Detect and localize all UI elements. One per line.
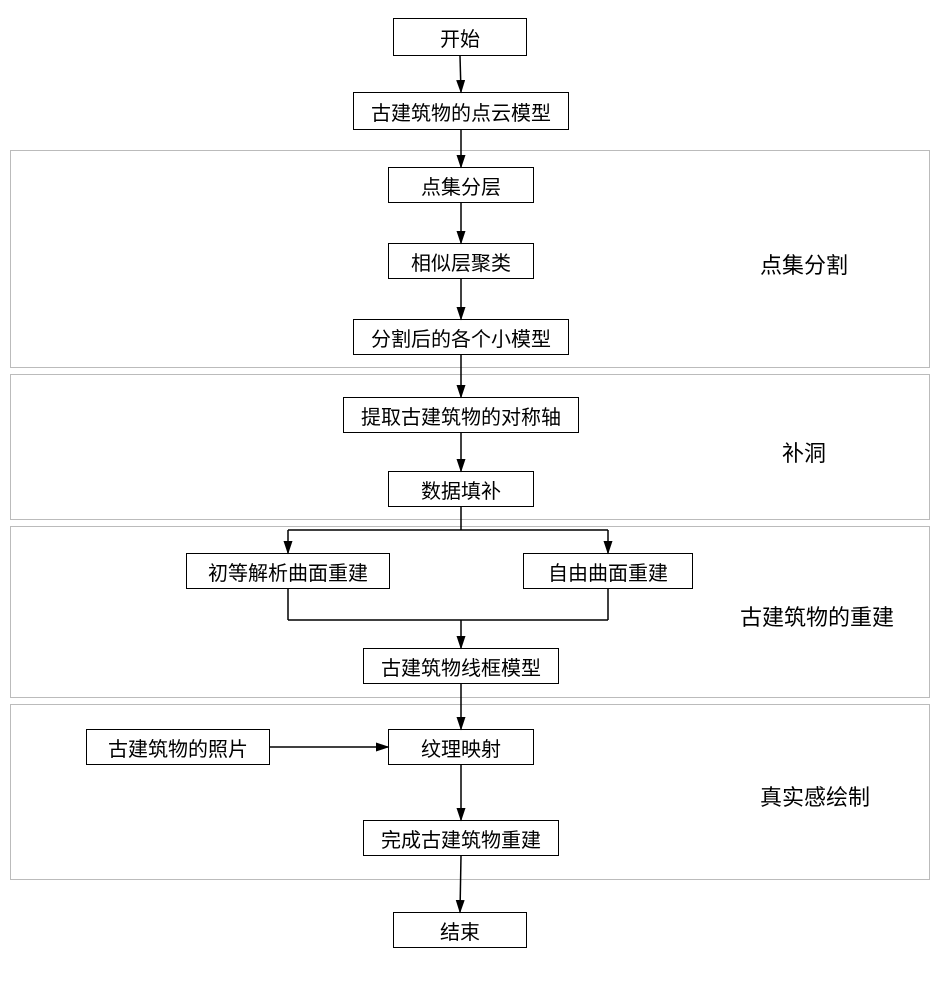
node-clustering: 相似层聚类 — [388, 243, 534, 279]
section-render-label: 真实感绘制 — [760, 780, 870, 812]
node-symaxis: 提取古建筑物的对称轴 — [343, 397, 579, 433]
node-wireframe: 古建筑物线框模型 — [363, 648, 559, 684]
node-texmap: 纹理映射 — [388, 729, 534, 765]
node-start: 开始 — [393, 18, 527, 56]
node-datafill: 数据填补 — [388, 471, 534, 507]
section-seg-label: 点集分割 — [760, 248, 848, 280]
flowchart-canvas: 点集分割 补洞 古建筑物的重建 真实感绘制 开始 古建筑物的点云模型 点集分层 … — [0, 0, 942, 1000]
node-complete: 完成古建筑物重建 — [363, 820, 559, 856]
node-pointcloud: 古建筑物的点云模型 — [353, 92, 569, 130]
section-hole-label: 补洞 — [782, 436, 826, 468]
node-freeform: 自由曲面重建 — [523, 553, 693, 589]
node-layering: 点集分层 — [388, 167, 534, 203]
node-smallmodels: 分割后的各个小模型 — [353, 319, 569, 355]
section-recon-label: 古建筑物的重建 — [740, 600, 894, 632]
node-analytic: 初等解析曲面重建 — [186, 553, 390, 589]
node-photo: 古建筑物的照片 — [86, 729, 270, 765]
node-end: 结束 — [393, 912, 527, 948]
